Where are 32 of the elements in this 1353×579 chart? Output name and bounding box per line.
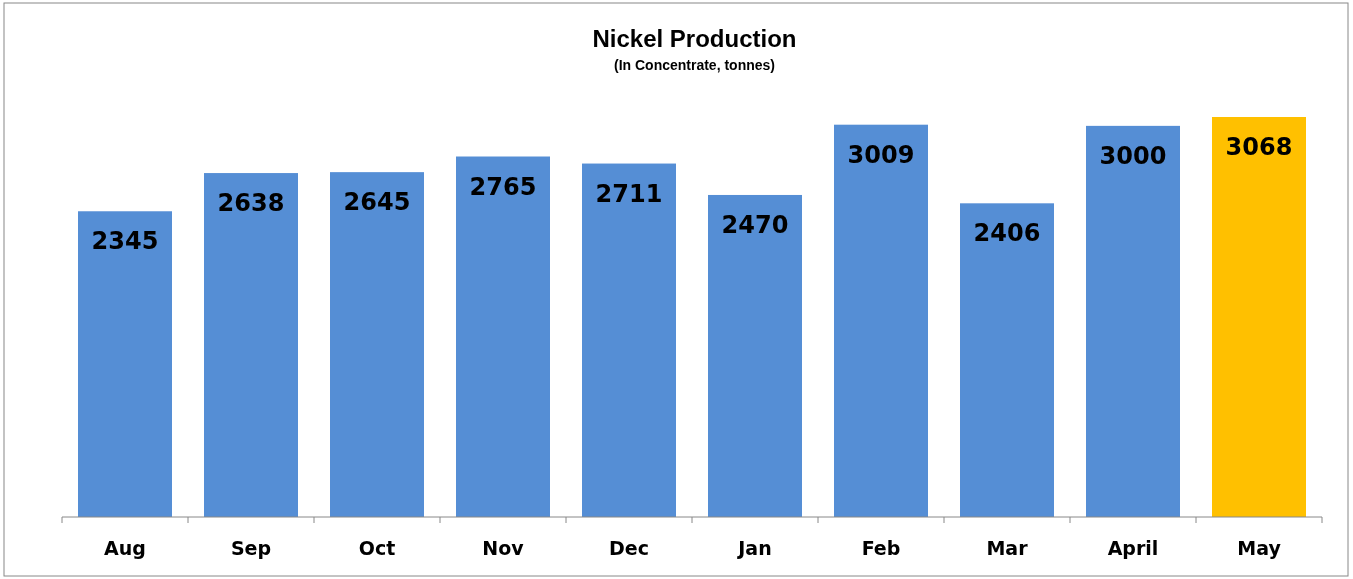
- x-tick-label: Feb: [861, 537, 901, 559]
- bar: [1212, 117, 1306, 517]
- data-label: 2711: [595, 179, 663, 208]
- chart-subtitle: (In Concentrate, tonnes): [613, 57, 776, 73]
- x-tick-label: Jan: [736, 537, 772, 559]
- x-tick-label: Dec: [609, 537, 649, 559]
- data-label: 2645: [343, 188, 411, 217]
- chart-title: Nickel Production: [592, 25, 797, 52]
- data-label: 2345: [91, 227, 159, 256]
- data-label: 3068: [1225, 133, 1293, 161]
- bar: [330, 172, 424, 517]
- data-label: 3009: [847, 140, 915, 169]
- x-tick-label: April: [1107, 537, 1159, 559]
- bar: [1086, 125, 1180, 517]
- bar: [456, 156, 550, 517]
- bar: [204, 173, 298, 517]
- bar: [834, 124, 928, 517]
- x-tick-label: Sep: [230, 537, 272, 559]
- data-label: 2406: [973, 219, 1041, 248]
- bar: [582, 163, 676, 517]
- x-tick-label: Mar: [986, 537, 1029, 559]
- data-label: 2765: [469, 172, 537, 201]
- bar: [708, 194, 802, 517]
- bar: [78, 211, 172, 517]
- data-label: 3000: [1099, 141, 1167, 170]
- x-tick-label: May: [1237, 537, 1282, 559]
- x-tick-label: Nov: [482, 537, 525, 559]
- x-tick-label: Oct: [358, 537, 396, 559]
- data-label: 2470: [721, 210, 789, 239]
- bar: [960, 203, 1054, 517]
- data-label: 2638: [217, 189, 285, 218]
- x-tick-label: Aug: [104, 537, 146, 559]
